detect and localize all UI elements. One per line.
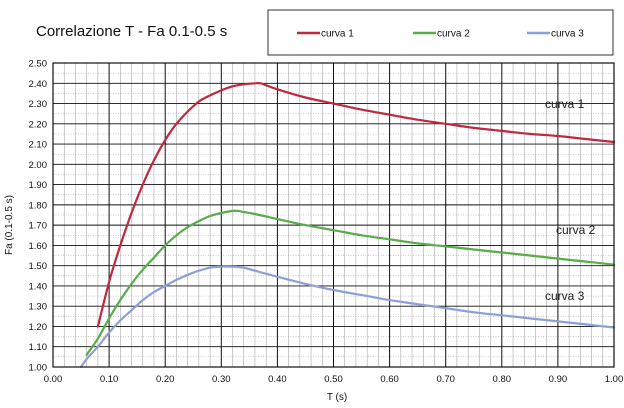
x-tick-label: 0.00 — [44, 374, 63, 385]
y-tick-label: 1.40 — [29, 281, 48, 292]
tick-labels: 0.00 0.10 0.20 0.30 0.40 0.50 0.60 0.70 0.80 0.90… — [29, 59, 624, 386]
y-tick-label: 1.60 — [29, 241, 48, 252]
axes — [52, 62, 615, 368]
x-tick-label: 0.90 — [549, 374, 568, 385]
legend-frame — [267, 9, 614, 56]
x-tick-label: 0.30 — [212, 374, 231, 385]
x-tick-label: 0.10 — [100, 374, 119, 385]
x-tick-label: 0.60 — [380, 374, 399, 385]
y-tick-label: 1.50 — [29, 261, 48, 272]
legend: curva 1 curva 2 curva 3 — [267, 9, 614, 56]
y-tick-label: 1.30 — [29, 302, 48, 313]
plot-frame — [52, 62, 615, 368]
chart-title: Correlazione T - Fa 0.1-0.5 s — [36, 23, 227, 40]
x-tick-label: 1.00 — [605, 374, 624, 385]
y-axis-label: Fa (0.1-0.5 s) — [4, 195, 15, 255]
y-tick-label: 1.10 — [29, 342, 48, 353]
y-tick-label: 2.50 — [29, 59, 48, 70]
series-layer — [79, 81, 616, 369]
y-tick-label: 2.20 — [29, 119, 48, 130]
y-tick-label: 1.00 — [29, 363, 48, 374]
y-tick-label: 1.20 — [29, 322, 48, 333]
x-axis-label: T (s) — [327, 392, 347, 403]
legend-label-curva-1: curva 1 — [321, 29, 354, 40]
grid — [52, 62, 615, 368]
y-tick-label: 1.80 — [29, 200, 48, 211]
curve-annotations: curva 1 curva 2 curva 3 — [545, 97, 596, 303]
x-tick-label: 0.80 — [493, 374, 512, 385]
series-line-curva-2 — [85, 209, 616, 356]
curve-annotation-2: curva 2 — [556, 223, 596, 237]
x-tick-label: 0.20 — [156, 374, 175, 385]
x-tick-label: 0.70 — [436, 374, 455, 385]
y-tick-label: 1.70 — [29, 221, 48, 232]
x-tick-label: 0.40 — [268, 374, 287, 385]
y-tick-label: 2.00 — [29, 160, 48, 171]
x-tick-label: 0.50 — [324, 374, 343, 385]
series-line-curva-1 — [96, 81, 616, 328]
y-tick-label: 2.40 — [29, 79, 48, 90]
legend-label-curva-2: curva 2 — [437, 29, 470, 40]
y-tick-label: 2.10 — [29, 140, 48, 151]
legend-label-curva-3: curva 3 — [551, 29, 584, 40]
y-tick-label: 1.90 — [29, 180, 48, 191]
series-line-curva-3 — [79, 265, 616, 369]
curve-annotation-3: curva 3 — [545, 289, 585, 303]
y-tick-label: 2.30 — [29, 99, 48, 110]
curve-annotation-1: curva 1 — [545, 97, 585, 111]
